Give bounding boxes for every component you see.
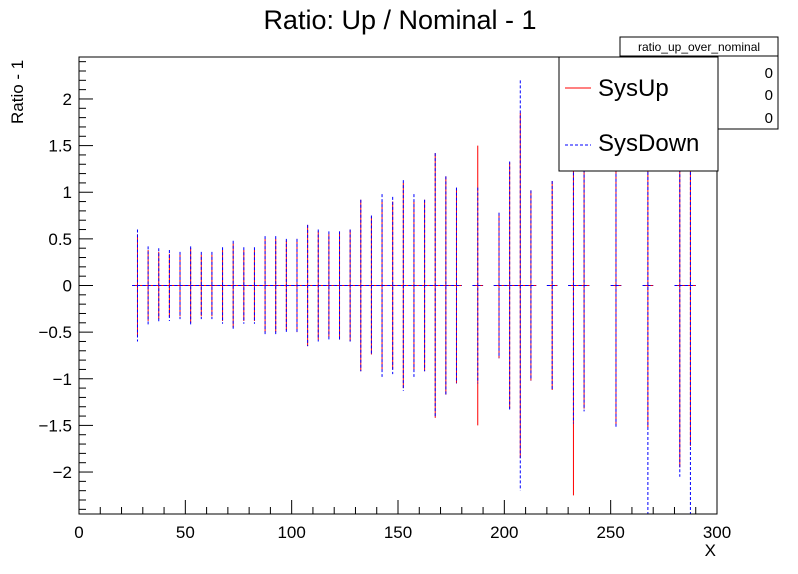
error-bar-point-sysdown <box>355 199 367 372</box>
data-marks <box>132 57 696 514</box>
error-bar-point-sysdown <box>164 250 175 321</box>
error-bar-point-sysdown <box>249 247 260 324</box>
error-bar-point-sysdown <box>291 238 303 333</box>
chart-title: Ratio: Up / Nominal - 1 <box>263 5 536 35</box>
error-bar-point-sysdown <box>227 240 239 331</box>
error-bar-point-sysdown <box>578 159 590 412</box>
x-axis-label: X <box>705 541 716 560</box>
stats-box-title: ratio_up_over_nominal <box>638 40 760 54</box>
legend-label-sysup: SysUp <box>598 75 669 102</box>
error-bar-point-sysdown <box>206 251 218 320</box>
error-bar-point-sysdown <box>387 196 398 375</box>
y-tick-label: −0.5 <box>38 323 72 342</box>
error-bar-point-sysdown <box>132 229 143 342</box>
error-bar-point-sysdown <box>674 94 686 477</box>
error-bar-point-sysdown <box>174 251 186 320</box>
x-tick-label: 100 <box>277 523 305 542</box>
error-bar-point-sysdown <box>281 238 292 333</box>
error-bar-point-sysdown <box>398 180 409 391</box>
error-bar-point-sysdown <box>504 161 515 410</box>
error-bar-point-sysdown <box>610 143 622 428</box>
error-bar-point-sysdown <box>408 194 420 377</box>
stats-box-value: 0 <box>765 87 773 104</box>
y-tick-label: 1 <box>63 183 72 202</box>
error-bar-point-sysdown <box>259 236 271 335</box>
error-bar-point-sysdown <box>429 153 441 418</box>
x-axis: 0 50 100 150 200 250 300 <box>74 500 731 542</box>
error-bar-point-sysdown <box>153 248 165 323</box>
error-bar-point-sysdown <box>493 212 505 359</box>
error-bar-point-sysdown <box>302 224 313 347</box>
legend-label-sysdown: SysDown <box>598 130 699 157</box>
error-bar-point-sysdown <box>344 229 356 342</box>
x-tick-label: 0 <box>74 523 83 542</box>
y-tick-label: −1 <box>53 370 72 389</box>
error-bar-point-sysdown <box>568 147 579 424</box>
error-bar-point-sysdown <box>142 246 154 325</box>
error-bar-point-sysdown <box>525 190 537 381</box>
error-bar-point-sysdown <box>217 247 228 324</box>
error-bar-point-sysdown <box>440 176 452 395</box>
x-tick-label: 50 <box>176 523 195 542</box>
error-bar-point-sysdown <box>323 231 335 340</box>
error-bar-point-sysdown <box>366 215 377 356</box>
y-tick-label: 0 <box>63 277 72 296</box>
y-tick-label: 0.5 <box>48 230 72 249</box>
x-tick-label: 150 <box>384 523 412 542</box>
error-bar-point-sysdown <box>270 236 282 335</box>
error-bar-point-sysdown <box>472 187 484 384</box>
y-tick-label: −2 <box>53 463 72 482</box>
y-axis: −2 −1.5 −1 −0.5 0 0.5 1 1.5 2 <box>38 61 93 510</box>
y-tick-label: −1.5 <box>38 416 72 435</box>
y-axis-label: Ratio - 1 <box>8 60 27 124</box>
x-tick-label: 250 <box>596 523 624 542</box>
x-tick-label: 200 <box>490 523 518 542</box>
error-bar-point-sysdown <box>334 231 345 340</box>
error-bar-point-sysdown <box>195 251 207 320</box>
error-bar-point-sysdown <box>546 181 558 390</box>
y-tick-label: 1.5 <box>48 137 72 156</box>
error-bar-point-sysdown <box>185 246 196 325</box>
error-bar-point-sysdown <box>376 194 388 377</box>
legend: SysUp SysDown <box>558 56 719 172</box>
error-bar-point-sysdown <box>312 229 324 342</box>
stats-box-value: 0 <box>765 65 773 82</box>
y-tick-label: 2 <box>63 90 72 109</box>
error-bar-point-sysdown <box>238 247 250 324</box>
error-bar-point-sysdown <box>514 80 526 491</box>
error-bar-point-sysdown <box>419 199 430 372</box>
x-tick-label: 300 <box>703 523 731 542</box>
stats-box-value: 0 <box>765 110 773 127</box>
error-bar-point-sysdown <box>451 187 462 384</box>
